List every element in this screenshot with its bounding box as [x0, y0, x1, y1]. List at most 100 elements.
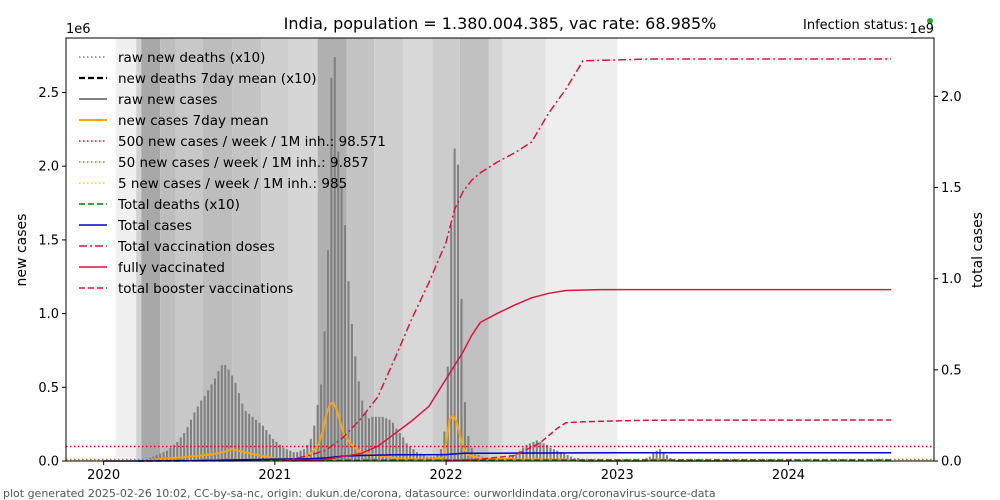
raw-new-cases-bar	[532, 441, 535, 461]
left-tick-label: 0.0	[38, 455, 59, 470]
left-axis-ticks: 0.0 0.5 1.0 1.5 2.0 2.5	[38, 86, 66, 470]
raw-new-cases-bar	[313, 425, 316, 461]
legend-label-5-new-cases-week-1m-inh-985: 5 new cases / week / 1M inh.: 985	[118, 176, 347, 192]
right-axis-label: total cases	[970, 212, 986, 288]
raw-new-cases-bar	[659, 449, 662, 461]
raw-new-cases-bar	[368, 418, 371, 461]
raw-new-cases-bar	[162, 452, 165, 461]
raw-new-cases-bar	[337, 151, 340, 462]
raw-new-cases-bar	[398, 432, 401, 461]
legend-label-raw-new-cases: raw new cases	[118, 92, 217, 108]
legend-label-new-cases-7day-mean: new cases 7day mean	[118, 113, 269, 129]
raw-new-cases-bar	[282, 447, 285, 461]
raw-new-cases-bar	[542, 443, 545, 461]
raw-new-cases-bar	[419, 453, 422, 461]
raw-new-cases-bar	[405, 443, 408, 461]
raw-new-cases-bar	[350, 323, 353, 461]
x-axis-ticks: 2020 2021 2022 2023 2024	[87, 461, 805, 483]
raw-new-cases-bar	[179, 437, 182, 461]
raw-new-cases-bar	[323, 331, 326, 461]
raw-new-cases-bar	[518, 450, 521, 461]
raw-new-cases-bar	[662, 452, 665, 461]
raw-new-cases-bar	[450, 225, 453, 461]
raw-new-cases-bar	[159, 453, 162, 461]
background-band	[403, 38, 433, 461]
raw-new-cases-bar	[193, 412, 196, 461]
background-band	[374, 38, 404, 461]
raw-new-cases-bar	[470, 447, 473, 461]
raw-new-cases-bar	[344, 225, 347, 461]
right-tick-label: 1.5	[941, 181, 962, 196]
raw-new-cases-bar	[213, 378, 216, 461]
raw-new-cases-bar	[374, 416, 377, 461]
raw-new-cases-bar	[511, 455, 514, 461]
infection-status-label: Infection status:	[803, 18, 908, 33]
raw-new-cases-bar	[364, 412, 367, 461]
raw-new-cases-bar	[391, 422, 395, 461]
raw-new-cases-bar	[453, 148, 456, 461]
background-band	[261, 38, 289, 461]
x-tick-label: 2024	[772, 468, 805, 483]
legend-label-500-new-cases-week-1m-inh-98-571: 500 new cases / week / 1M inh.: 98.571	[118, 134, 386, 150]
raw-new-cases-bar	[234, 382, 237, 461]
series-line-total-vaccination-doses	[281, 58, 892, 462]
left-tick-label: 1.5	[38, 233, 59, 248]
x-tick-label: 2021	[258, 468, 291, 483]
raw-new-cases-bar	[415, 452, 418, 461]
raw-new-cases-bar	[275, 441, 278, 461]
left-tick-label: 0.5	[38, 381, 59, 396]
raw-new-cases-bar	[268, 434, 271, 461]
left-tick-label: 1.0	[38, 307, 59, 322]
background-band	[488, 38, 503, 461]
left-axis-exponent: 1e6	[66, 22, 91, 37]
background-band	[175, 38, 203, 461]
background-band	[459, 38, 489, 461]
raw-new-cases-bar	[302, 449, 305, 461]
legend-label-50-new-cases-week-1m-inh-9-857: 50 new cases / week / 1M inh.: 9.857	[118, 155, 369, 171]
raw-new-cases-bar	[457, 164, 460, 461]
left-axis-label: new cases	[14, 214, 30, 287]
x-tick-label: 2023	[601, 468, 634, 483]
raw-new-cases-bar	[272, 438, 275, 461]
x-tick-label: 2022	[430, 468, 463, 483]
raw-new-cases-bar	[292, 452, 295, 461]
raw-new-cases-bar	[559, 452, 562, 461]
raw-new-cases-bar	[244, 410, 247, 461]
background-band	[141, 38, 161, 461]
raw-new-cases-bar	[539, 441, 542, 461]
right-tick-label: 0.5	[941, 363, 962, 378]
legend-label-total-cases: Total cases	[117, 218, 192, 234]
raw-new-cases-bar	[665, 455, 668, 461]
raw-new-cases-bar	[333, 57, 336, 461]
raw-new-cases-bar	[460, 298, 463, 461]
raw-new-cases-bar	[217, 371, 220, 461]
raw-new-cases-bar	[285, 449, 288, 461]
background-band	[545, 38, 618, 461]
raw-new-cases-bar	[552, 449, 555, 461]
raw-new-cases-bar	[354, 356, 357, 461]
raw-new-cases-bar	[371, 416, 374, 461]
footer-credit: plot generated 2025-02-26 10:02, CC-by-s…	[3, 487, 716, 500]
raw-new-cases-bar	[231, 375, 234, 461]
raw-new-cases-bar	[203, 396, 206, 461]
raw-new-cases-bar	[155, 455, 158, 461]
legend: raw new deaths (x10) new deaths 7day mean…	[79, 50, 386, 297]
raw-new-cases-bar	[326, 250, 329, 461]
raw-new-cases-bar	[378, 416, 381, 461]
raw-new-cases-bar	[248, 413, 251, 461]
background-band	[502, 38, 546, 461]
raw-new-cases-bar	[200, 400, 203, 461]
raw-new-cases-bar	[381, 416, 384, 461]
raw-new-cases-bar	[172, 444, 175, 461]
raw-new-cases-bar	[258, 422, 261, 461]
raw-new-cases-bar	[196, 406, 199, 461]
raw-new-cases-bar	[296, 452, 299, 461]
right-tick-label: 2.0	[941, 90, 962, 105]
raw-new-cases-bar	[357, 381, 360, 461]
raw-new-cases-bar	[189, 419, 193, 461]
raw-new-cases-bar	[422, 455, 425, 461]
left-tick-label: 2.5	[38, 86, 59, 101]
raw-new-cases-bar	[278, 444, 282, 461]
raw-new-cases-bar	[227, 369, 230, 461]
